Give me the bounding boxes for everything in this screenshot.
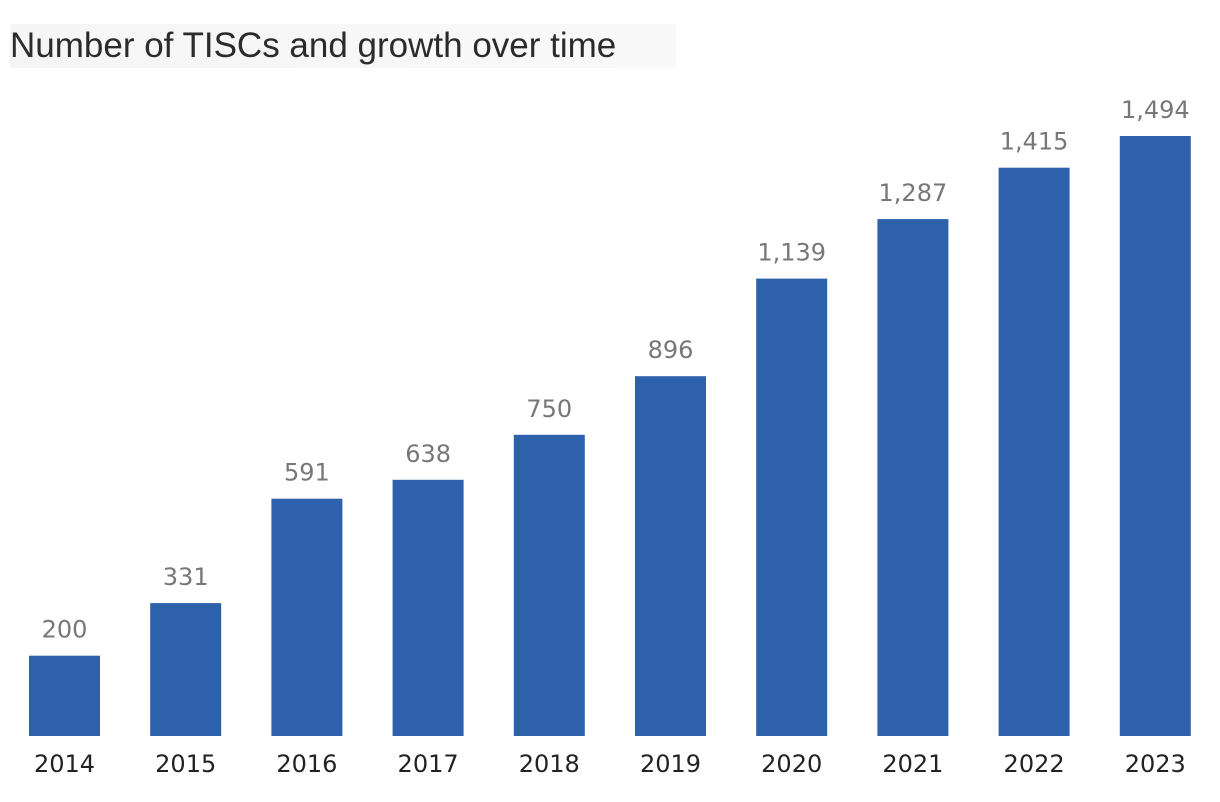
x-tick-label-2018: 2018 bbox=[519, 750, 580, 778]
x-tick-label-2017: 2017 bbox=[398, 750, 459, 778]
value-label-2019: 896 bbox=[648, 336, 694, 364]
bar-2019 bbox=[635, 376, 706, 736]
value-label-2021: 1,287 bbox=[879, 179, 948, 207]
value-label-2016: 591 bbox=[284, 459, 330, 487]
bar-2014 bbox=[29, 655, 100, 736]
bars-layer bbox=[29, 136, 1191, 737]
bar-2020 bbox=[756, 278, 828, 736]
bar-2015 bbox=[150, 603, 222, 736]
value-label-2015: 331 bbox=[163, 563, 209, 591]
chart-title: Number of TISCs and growth over time bbox=[10, 24, 677, 68]
value-labels-layer: 200 331 591 638 750 896 1,139 1,287 1,415 1,494 bbox=[42, 96, 1190, 644]
x-tick-label-2020: 2020 bbox=[761, 750, 822, 778]
value-label-2018: 750 bbox=[526, 395, 572, 423]
x-tick-label-2022: 2022 bbox=[1004, 750, 1065, 778]
x-tick-label-2016: 2016 bbox=[276, 750, 337, 778]
value-label-2014: 200 bbox=[42, 616, 88, 644]
x-tick-label-2023: 2023 bbox=[1125, 750, 1186, 778]
bar-2018 bbox=[513, 434, 585, 736]
value-label-2023: 1,494 bbox=[1121, 96, 1190, 124]
bar-2016 bbox=[271, 498, 343, 736]
bar-2017 bbox=[392, 479, 464, 736]
bar-2022 bbox=[998, 167, 1070, 736]
x-tick-label-2014: 2014 bbox=[34, 750, 95, 778]
x-tick-label-2019: 2019 bbox=[640, 750, 701, 778]
x-tick-label-2015: 2015 bbox=[155, 750, 216, 778]
value-label-2017: 638 bbox=[405, 440, 451, 468]
x-tick-label-2021: 2021 bbox=[882, 750, 943, 778]
value-label-2020: 1,139 bbox=[757, 239, 826, 267]
bar-2023 bbox=[1119, 136, 1191, 736]
value-label-2022: 1,415 bbox=[1000, 128, 1069, 156]
bar-2021 bbox=[877, 219, 949, 737]
x-tick-labels-layer: 2014 2015 2016 2017 2018 2019 2020 2021 2022 2023 bbox=[34, 750, 1186, 778]
